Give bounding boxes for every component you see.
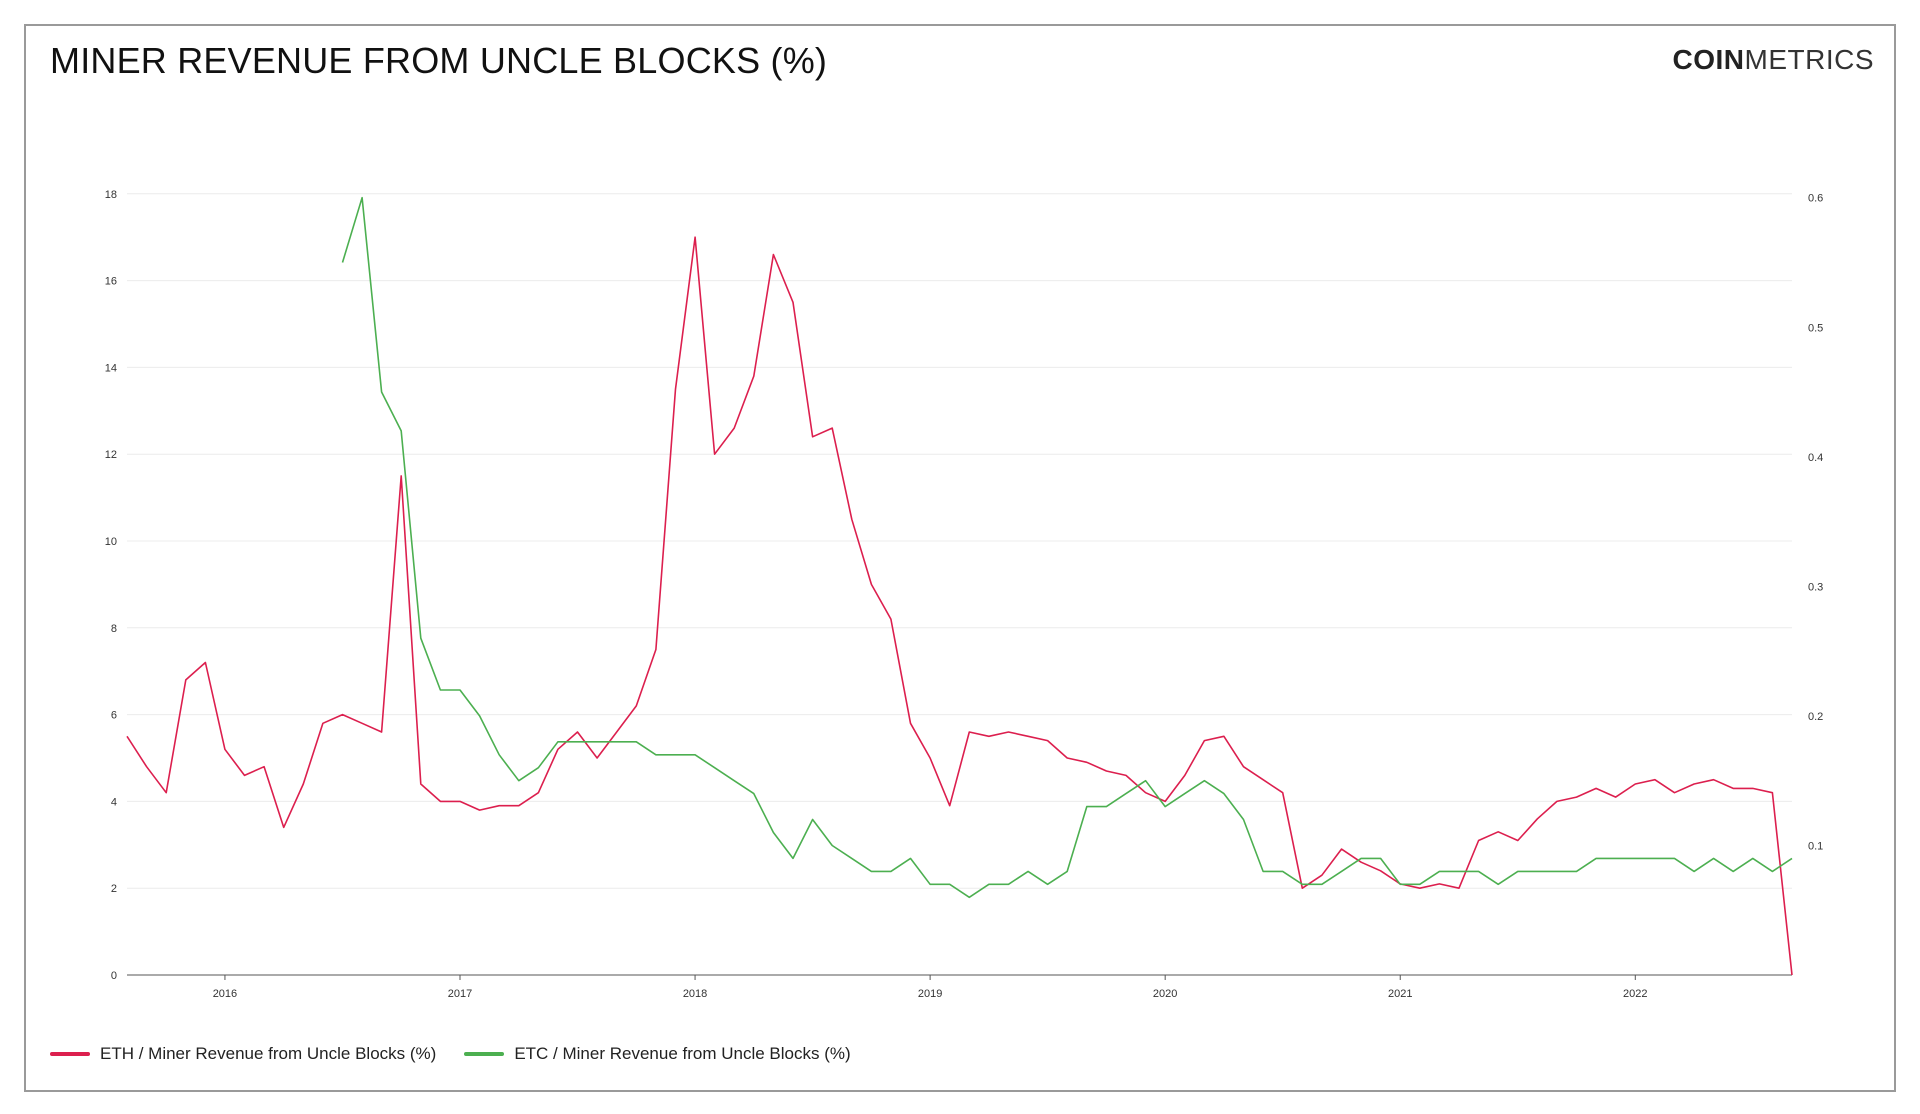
x-axis: 2016 2017 2018 2019 2020 2021 2022 xyxy=(127,974,1792,1000)
x-tick-label: 2021 xyxy=(1388,988,1412,1000)
series-lines xyxy=(126,196,1793,976)
chart-title: MINER REVENUE FROM UNCLE BLOCKS (%) xyxy=(50,40,828,81)
y-left-tick-label: 0 xyxy=(111,970,117,982)
legend-label-etc: ETC / Miner Revenue from Uncle Blocks (%… xyxy=(514,1044,851,1063)
y-left-tick-label: 10 xyxy=(105,536,117,548)
y-left-tick-label: 18 xyxy=(105,189,117,201)
legend: ETH / Miner Revenue from Uncle Blocks (%… xyxy=(50,1044,851,1064)
y-left-tick-label: 12 xyxy=(105,449,117,461)
y-right-tick-label: 0.3 xyxy=(1808,581,1823,593)
y-left-tick-label: 16 xyxy=(105,276,117,288)
x-tick-label: 2020 xyxy=(1153,988,1177,1000)
y-right-tick-label: 0.5 xyxy=(1808,322,1823,334)
y-left-tick-label: 6 xyxy=(111,710,117,722)
y-left-tick-label: 14 xyxy=(105,362,117,374)
coinmetrics-logo: COINMETRICS xyxy=(1673,44,1875,76)
y-right-tick-label: 0.1 xyxy=(1808,840,1823,852)
legend-label-eth: ETH / Miner Revenue from Uncle Blocks (%… xyxy=(100,1044,437,1063)
legend-swatch-eth xyxy=(50,1052,90,1056)
x-tick-label: 2018 xyxy=(683,988,707,1000)
y-right-tick-label: 0.2 xyxy=(1808,711,1823,723)
legend-item-etc[interactable]: ETC / Miner Revenue from Uncle Blocks (%… xyxy=(464,1044,851,1064)
chart-frame xyxy=(24,24,1896,1092)
x-tick-label: 2016 xyxy=(213,988,237,1000)
y-left-tick-label: 8 xyxy=(111,623,117,635)
y-left-tick-label: 4 xyxy=(111,796,117,808)
logo-bold: COIN xyxy=(1672,44,1745,75)
y-axis-right: 0.1 0.2 0.3 0.4 0.5 0.6 xyxy=(1808,193,1823,853)
y-right-tick-label: 0.4 xyxy=(1808,452,1823,464)
logo-light: METRICS xyxy=(1744,44,1874,75)
x-tick-label: 2019 xyxy=(918,988,942,1000)
grid-lines xyxy=(127,193,1792,889)
y-right-tick-label: 0.6 xyxy=(1808,193,1823,205)
series-eth-line xyxy=(126,236,1793,976)
legend-swatch-etc xyxy=(464,1052,505,1056)
x-tick-label: 2022 xyxy=(1623,988,1647,1000)
x-tick-label: 2017 xyxy=(448,988,472,1000)
legend-item-eth[interactable]: ETH / Miner Revenue from Uncle Blocks (%… xyxy=(50,1044,436,1064)
y-left-tick-label: 2 xyxy=(111,883,117,895)
y-axis-left: 0 2 4 6 8 10 12 14 16 18 xyxy=(105,189,117,982)
series-etc-line xyxy=(341,196,1793,899)
